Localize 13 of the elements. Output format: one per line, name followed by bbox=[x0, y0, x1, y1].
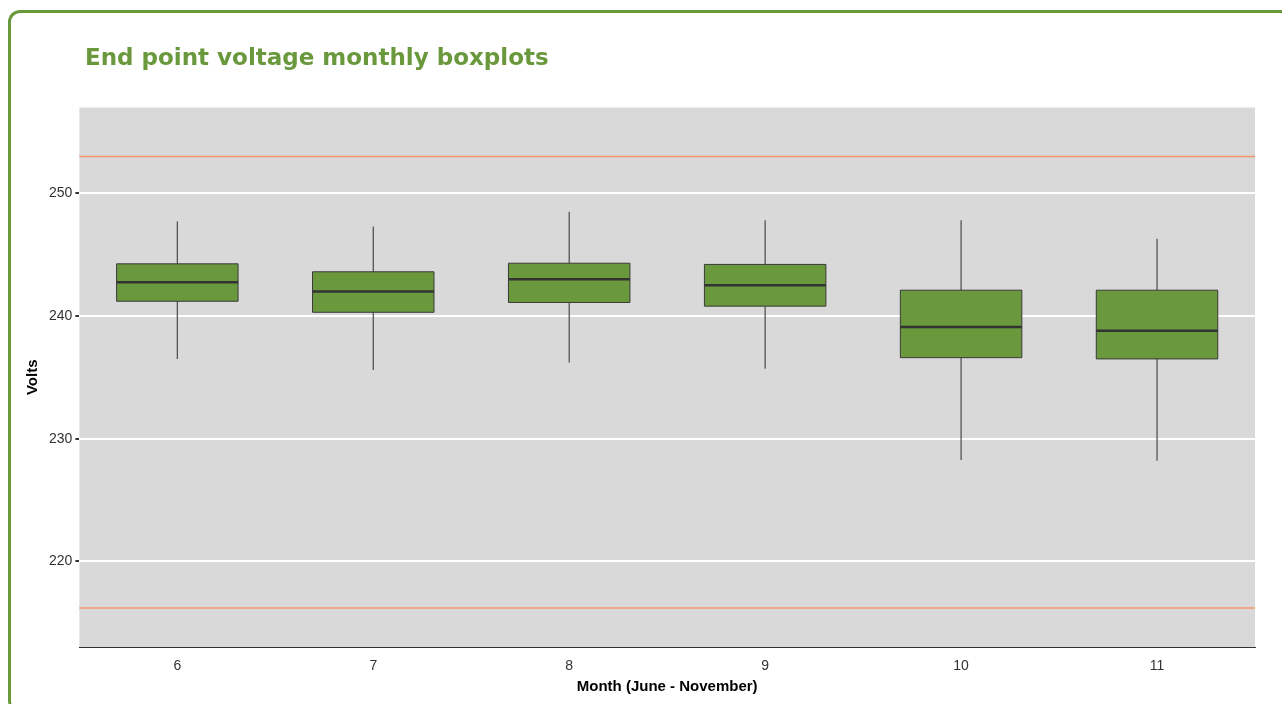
x-tick-label: 10 bbox=[953, 657, 970, 674]
x-axis-title: Month (June - November) bbox=[576, 677, 758, 695]
x-tick-label: 8 bbox=[565, 657, 574, 674]
y-axis-title: Volts bbox=[23, 359, 41, 396]
y-tick-label: 230 bbox=[49, 429, 73, 446]
x-tick-label: 7 bbox=[369, 657, 378, 674]
y-tick-label: 240 bbox=[49, 306, 73, 323]
x-tick-label: 6 bbox=[173, 657, 182, 674]
x-tick-label: 11 bbox=[1149, 657, 1165, 674]
y-tick-label: 220 bbox=[49, 552, 73, 569]
x-tick-label: 9 bbox=[761, 657, 770, 674]
y-tick-label: 250 bbox=[49, 184, 73, 201]
chart-title: End point voltage monthly boxplots bbox=[85, 44, 549, 70]
